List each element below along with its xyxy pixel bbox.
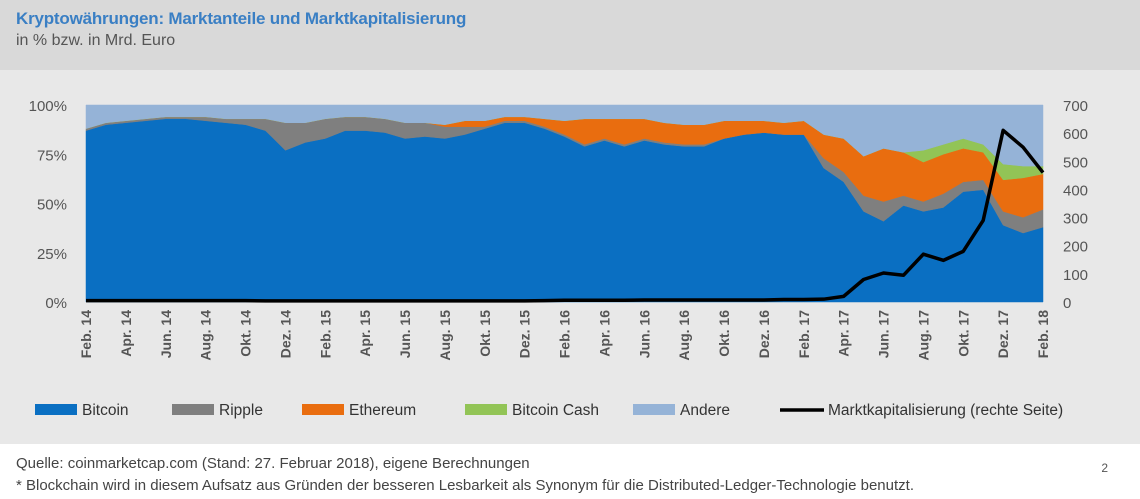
x-tick-label: Aug. 17 bbox=[915, 310, 931, 361]
x-tick-label: Apr. 17 bbox=[836, 310, 852, 357]
x-tick-label: Dez. 15 bbox=[517, 310, 533, 358]
legend-swatch bbox=[172, 404, 214, 415]
chart-subtitle: in % bzw. in Mrd. Euro bbox=[16, 32, 176, 49]
legend-item: Bitcoin bbox=[35, 402, 129, 419]
y-left-tick-label: 100% bbox=[29, 98, 67, 115]
y-right-tick-label: 700 bbox=[1063, 98, 1088, 115]
x-tick-label: Okt. 17 bbox=[955, 310, 971, 357]
x-tick-label: Aug. 16 bbox=[676, 310, 692, 361]
y-right-tick-label: 100 bbox=[1063, 267, 1088, 284]
x-tick-label: Okt. 14 bbox=[238, 310, 254, 357]
y-right-tick-label: 0 bbox=[1063, 295, 1071, 312]
market-cap-line-layer bbox=[86, 128, 1045, 303]
right-axis: 0 100 200 300 400 500 600 700 bbox=[1063, 98, 1088, 312]
area-layers bbox=[85, 104, 1044, 303]
legend-label: Ripple bbox=[219, 402, 263, 419]
page-number: 2 bbox=[1101, 461, 1108, 475]
y-left-tick-label: 25% bbox=[37, 246, 67, 263]
legend-item: Ethereum bbox=[302, 402, 416, 419]
legend-swatch bbox=[302, 404, 344, 415]
legend-swatch bbox=[633, 404, 675, 415]
legend-item: Marktkapitalisierung (rechte Seite) bbox=[780, 402, 1063, 419]
area-andere bbox=[85, 104, 1044, 167]
x-tick-label: Feb. 16 bbox=[557, 310, 573, 358]
legend: Bitcoin Ripple Ethereum Bitcoin Cash Andere M… bbox=[35, 402, 1063, 419]
x-tick-label: Feb. 14 bbox=[78, 310, 94, 358]
y-right-tick-label: 300 bbox=[1063, 211, 1088, 228]
x-tick-label: Dez. 14 bbox=[277, 310, 293, 358]
legend-item: Ripple bbox=[172, 402, 263, 419]
stacked-area-chart: 0% 25% 50% 75% 100% 0 100 200 300 400 500 600 700 F… bbox=[29, 98, 1088, 419]
left-axis: 0% 25% 50% 75% 100% bbox=[29, 98, 67, 312]
y-left-tick-label: 75% bbox=[37, 147, 67, 164]
y-right-tick-label: 200 bbox=[1063, 239, 1088, 256]
x-tick-label: Dez. 17 bbox=[995, 310, 1011, 358]
x-tick-label: Okt. 15 bbox=[477, 310, 493, 357]
y-right-tick-label: 500 bbox=[1063, 154, 1088, 171]
chart-header: Kryptowährungen: Marktanteile und Marktk… bbox=[0, 0, 1140, 70]
y-right-tick-label: 400 bbox=[1063, 182, 1088, 199]
legend-label: Marktkapitalisierung (rechte Seite) bbox=[828, 402, 1063, 419]
x-tick-label: Jun. 17 bbox=[876, 310, 892, 358]
x-tick-label: Jun. 16 bbox=[636, 310, 652, 358]
legend-label: Andere bbox=[680, 402, 730, 419]
x-axis: Feb. 14 Apr. 14 Jun. 14 Aug. 14 Okt. 14 Dez. … bbox=[78, 310, 1051, 361]
x-tick-label: Okt. 16 bbox=[716, 310, 732, 357]
x-tick-label: Feb. 18 bbox=[1035, 310, 1051, 358]
y-left-tick-label: 50% bbox=[37, 197, 67, 214]
x-tick-label: Jun. 15 bbox=[397, 310, 413, 358]
x-tick-label: Aug. 14 bbox=[198, 310, 214, 361]
x-tick-label: Apr. 16 bbox=[596, 310, 612, 357]
y-left-tick-label: 0% bbox=[45, 295, 67, 312]
x-tick-label: Dez. 16 bbox=[756, 310, 772, 358]
chart-title: Kryptowährungen: Marktanteile und Marktk… bbox=[16, 9, 467, 28]
legend-label: Bitcoin bbox=[82, 402, 129, 419]
legend-item: Bitcoin Cash bbox=[465, 402, 599, 419]
legend-swatch bbox=[35, 404, 77, 415]
x-tick-label: Feb. 17 bbox=[796, 310, 812, 358]
y-right-tick-label: 600 bbox=[1063, 126, 1088, 143]
legend-label: Ethereum bbox=[349, 402, 416, 419]
footnote: * Blockchain wird in diesem Aufsatz aus … bbox=[16, 477, 914, 494]
legend-item: Andere bbox=[633, 402, 730, 419]
x-tick-label: Feb. 15 bbox=[317, 310, 333, 358]
market-cap-line bbox=[86, 128, 1045, 303]
x-tick-label: Aug. 15 bbox=[437, 310, 453, 361]
x-tick-label: Apr. 14 bbox=[118, 310, 134, 357]
source-note: Quelle: coinmarketcap.com (Stand: 27. Fe… bbox=[16, 455, 530, 472]
legend-label: Bitcoin Cash bbox=[512, 402, 599, 419]
x-tick-label: Apr. 15 bbox=[357, 310, 373, 357]
x-tick-label: Jun. 14 bbox=[158, 310, 174, 358]
legend-swatch bbox=[465, 404, 507, 415]
